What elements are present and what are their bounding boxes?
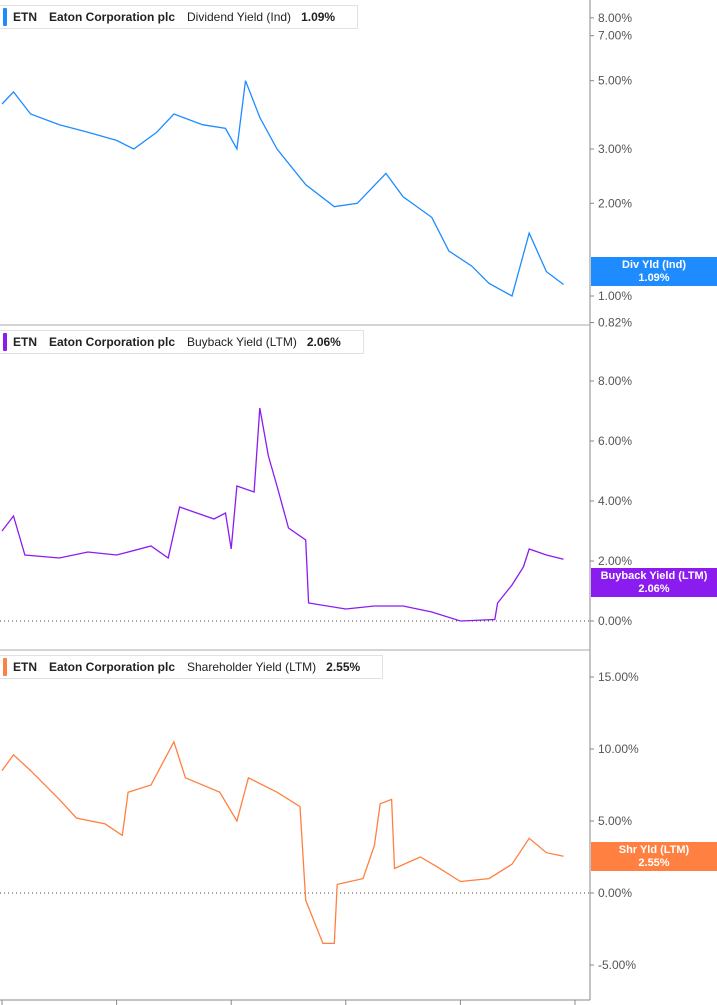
flag-label: Buyback Yield (LTM): [600, 570, 708, 582]
y-tick-label: 7.00%: [598, 29, 632, 43]
legend-value: 2.06%: [306, 335, 341, 349]
y-tick-label: 2.00%: [598, 554, 632, 568]
y-tick-label: 1.00%: [598, 289, 632, 303]
legend-ticker: ETN: [13, 660, 37, 674]
legend-shareholder-yield: ETN Eaton Corporation plc Shareholder Yi…: [0, 655, 384, 679]
flag-value: 2.55%: [638, 857, 670, 869]
legend-ticker: ETN: [13, 10, 37, 24]
y-tick-label: 15.00%: [598, 670, 639, 684]
series-color-swatch: [3, 8, 7, 26]
legend-company: Eaton Corporation plc: [49, 660, 175, 674]
y-tick-label: 0.00%: [598, 886, 632, 900]
series-line: [1, 80, 564, 297]
legend-metric: Dividend Yield (Ind): [187, 10, 292, 24]
current-value-flag-dividend: Div Yld (Ind) 1.09%: [591, 257, 717, 286]
flag-label: Div Yld (Ind): [622, 259, 686, 271]
legend-value: 2.55%: [326, 660, 361, 674]
legend-metric: Shareholder Yield (LTM): [187, 660, 317, 674]
y-tick-label: 4.00%: [598, 494, 632, 508]
y-tick-label: 0.00%: [598, 614, 632, 628]
series-line: [1, 407, 564, 622]
legend-metric: Buyback Yield (LTM): [187, 335, 297, 349]
legend-buyback-yield: ETN Eaton Corporation plc Buyback Yield …: [0, 330, 364, 354]
y-tick-label: 10.00%: [598, 742, 639, 756]
y-tick-label: -5.00%: [598, 958, 636, 972]
y-tick-label: 8.00%: [598, 11, 632, 25]
flag-label: Shr Yld (LTM): [618, 844, 690, 856]
legend-company: Eaton Corporation plc: [49, 10, 175, 24]
flag-value: 1.09%: [638, 272, 670, 284]
y-tick-label: 2.00%: [598, 196, 632, 210]
series-color-swatch: [3, 658, 7, 676]
current-value-flag-buyback: Buyback Yield (LTM) 2.06%: [591, 568, 717, 597]
y-tick-label: 0.82%: [598, 316, 632, 330]
series-line: [1, 740, 564, 945]
legend-ticker: ETN: [13, 335, 37, 349]
y-tick-label: 3.00%: [598, 142, 632, 156]
series-color-swatch: [3, 333, 7, 351]
y-tick-label: 5.00%: [598, 74, 632, 88]
y-tick-label: 8.00%: [598, 374, 632, 388]
legend-dividend-yield: ETN Eaton Corporation plc Dividend Yield…: [0, 5, 359, 29]
legend-company: Eaton Corporation plc: [49, 335, 175, 349]
legend-value: 1.09%: [301, 10, 336, 24]
y-tick-label: 6.00%: [598, 434, 632, 448]
current-value-flag-shareholder: Shr Yld (LTM) 2.55%: [591, 842, 717, 871]
flag-value: 2.06%: [638, 583, 670, 595]
y-tick-label: 5.00%: [598, 814, 632, 828]
